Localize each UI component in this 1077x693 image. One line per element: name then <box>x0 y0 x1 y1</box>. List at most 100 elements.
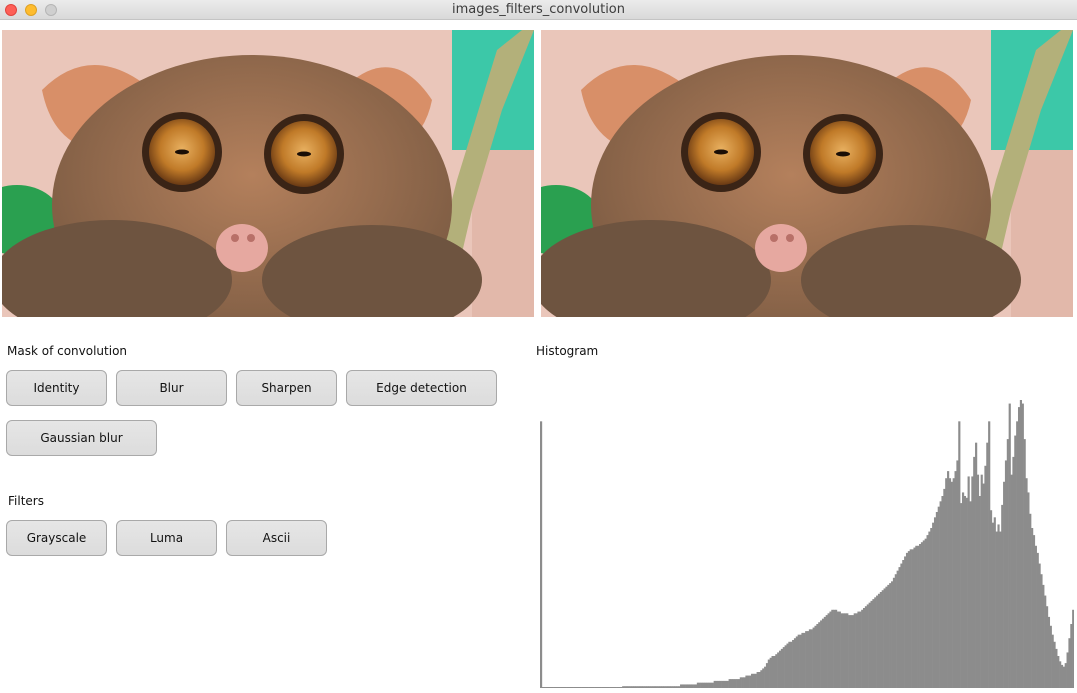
identity-button[interactable]: Identity <box>6 370 107 406</box>
close-window-button[interactable] <box>5 4 17 16</box>
edge-detection-button[interactable]: Edge detection <box>346 370 497 406</box>
histogram-bar <box>659 686 662 688</box>
histogram-bar <box>958 421 961 688</box>
histogram-label: Histogram <box>536 344 599 358</box>
histogram-bar <box>801 632 804 688</box>
grayscale-button[interactable]: Grayscale <box>6 520 107 556</box>
blur-button[interactable]: Blur <box>116 370 227 406</box>
histogram-bar <box>721 680 724 688</box>
histogram-bar <box>1060 664 1064 688</box>
histogram-bar <box>889 583 892 688</box>
histogram-bar <box>1023 439 1026 688</box>
ascii-button[interactable]: Ascii <box>226 520 327 556</box>
histogram-bar <box>991 522 995 688</box>
histogram-bar <box>930 528 933 688</box>
histogram-bar <box>756 672 759 688</box>
luma-button[interactable]: Luma <box>116 520 217 556</box>
histogram-bar <box>666 686 670 688</box>
histogram-bar <box>816 624 819 688</box>
histogram-bar <box>1016 421 1019 688</box>
histogram-bar <box>821 618 825 688</box>
histogram-bar <box>1045 606 1049 688</box>
histogram-bar <box>835 609 838 688</box>
histogram-bar <box>717 680 720 688</box>
title-bar: images_filters_convolution <box>0 0 1077 20</box>
histogram-bar <box>922 540 925 688</box>
histogram-bar <box>913 547 916 688</box>
histogram-bar <box>601 687 604 688</box>
histogram-bar <box>665 686 668 688</box>
histogram-bar <box>902 560 905 688</box>
histogram-bar <box>722 680 726 688</box>
histogram-bar <box>540 421 543 688</box>
sharpen-button[interactable]: Sharpen <box>236 370 337 406</box>
histogram-bar <box>764 666 767 688</box>
histogram-bar <box>638 686 642 688</box>
histogram-bar <box>648 686 651 688</box>
histogram-bar <box>541 687 545 688</box>
histogram-bar <box>726 680 729 688</box>
histogram-bar <box>999 531 1002 688</box>
histogram-bar <box>941 496 944 688</box>
histogram-bar <box>562 687 565 688</box>
histogram-bar <box>568 687 571 688</box>
histogram-bar <box>782 647 785 688</box>
histogram-bar <box>545 687 548 688</box>
original-image <box>2 30 534 317</box>
histogram-bar <box>750 673 754 688</box>
histogram-bar <box>594 687 597 688</box>
histogram-bar <box>926 535 929 688</box>
histogram-bar <box>646 686 649 688</box>
histogram-bar <box>709 682 713 688</box>
histogram-bar <box>635 686 638 688</box>
histogram-bar <box>1004 460 1008 688</box>
histogram-bar <box>1025 478 1028 688</box>
histogram-bar <box>874 597 877 688</box>
histogram-bar <box>954 471 957 688</box>
histogram-bar <box>672 686 675 688</box>
histogram-bar <box>1042 584 1045 688</box>
histogram-bar <box>597 687 601 688</box>
histogram-bar <box>963 496 967 688</box>
histogram-bar <box>818 622 821 688</box>
histogram-bar <box>971 476 974 688</box>
histogram-bar <box>876 595 879 688</box>
histogram-bar <box>896 570 899 688</box>
histogram-bar <box>708 682 711 688</box>
gaussian-blur-button[interactable]: Gaussian blur <box>6 420 157 456</box>
minimize-window-button[interactable] <box>25 4 37 16</box>
histogram-bar <box>577 687 580 688</box>
histogram-bar <box>549 687 552 688</box>
histogram-bar <box>829 611 832 688</box>
histogram-bar <box>1038 563 1041 688</box>
histogram-bar <box>838 611 841 688</box>
histogram-bar <box>939 501 942 688</box>
histogram-bar <box>702 682 705 688</box>
histogram-bar <box>734 679 737 688</box>
histogram-bar <box>1070 624 1073 688</box>
histogram-bar <box>980 474 983 688</box>
histogram-bar <box>685 684 688 688</box>
histogram-bar <box>566 687 569 688</box>
histogram-bar <box>773 656 776 688</box>
histogram-bar <box>575 687 578 688</box>
histogram-bar <box>741 677 744 688</box>
histogram-bar <box>739 677 742 688</box>
histogram-bar <box>605 687 608 688</box>
histogram-bar <box>1027 492 1030 688</box>
histogram-bar <box>997 524 1000 688</box>
histogram-bar <box>844 613 847 688</box>
histogram-bar <box>851 615 854 688</box>
histogram-bar <box>1034 545 1037 688</box>
filtered-image <box>541 30 1073 317</box>
histogram-bar <box>696 682 700 688</box>
histogram-bar <box>652 686 655 688</box>
histogram-bar <box>569 687 573 688</box>
histogram-bar <box>948 478 952 688</box>
histogram-bar <box>724 680 728 688</box>
histogram-bar <box>711 682 714 688</box>
zoom-window-button[interactable] <box>45 4 57 16</box>
histogram-bar <box>706 682 709 688</box>
histogram-bar <box>1012 456 1015 688</box>
histogram-bar <box>681 684 685 688</box>
